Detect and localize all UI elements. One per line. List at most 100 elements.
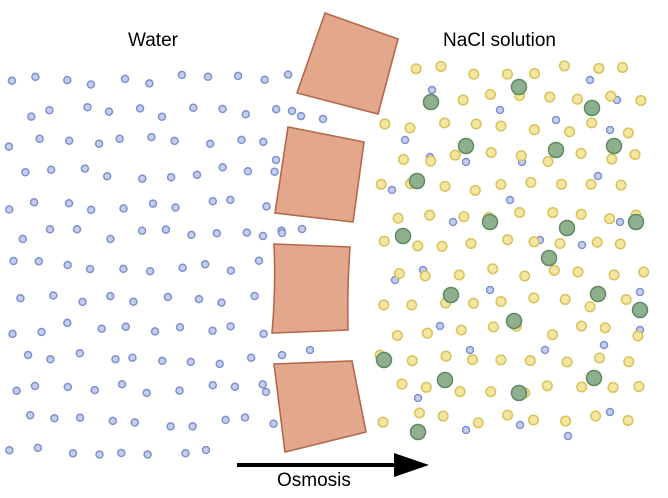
water-molecule: [143, 450, 152, 459]
water-molecule: [63, 75, 72, 85]
water-molecule: [50, 414, 59, 423]
water-molecule: [226, 322, 235, 331]
sodium-ion: [560, 415, 572, 427]
water-molecule: [64, 199, 74, 208]
water-molecule: [259, 329, 268, 339]
water-molecule: [121, 322, 131, 331]
sodium-ion: [392, 212, 404, 224]
water-molecule: [277, 228, 287, 238]
water-molecule: [605, 125, 615, 135]
water-molecule: [157, 356, 167, 366]
water-molecule: [271, 104, 281, 114]
water-molecule: [186, 357, 196, 367]
sodium-ion: [544, 91, 556, 103]
water-molecules: [4, 70, 645, 459]
sodium-ion: [515, 150, 527, 162]
water-molecule: [147, 132, 156, 142]
water-molecule: [7, 76, 17, 85]
sodium-ion: [487, 321, 499, 333]
sodium-ion: [502, 409, 514, 421]
sodium-ion: [495, 295, 507, 308]
chloride-ion: [558, 219, 576, 237]
water-molecule: [115, 134, 124, 143]
water-molecule: [5, 445, 14, 455]
water-molecule: [78, 297, 87, 307]
water-molecule: [27, 112, 36, 121]
water-molecule: [119, 204, 128, 213]
sodium-ion: [528, 124, 540, 136]
sodium-ion: [546, 329, 559, 341]
chloride-ion: [631, 301, 649, 319]
water-molecule: [240, 413, 250, 422]
water-molecule: [305, 345, 315, 355]
water-molecule: [218, 163, 227, 172]
water-molecule: [271, 155, 281, 165]
water-molecule: [297, 224, 307, 234]
sodium-ion: [576, 381, 588, 393]
water-molecule: [218, 104, 227, 114]
chloride-ion: [436, 371, 454, 389]
sodium-ion: [519, 270, 531, 282]
water-molecule: [117, 380, 127, 389]
water-molecule: [72, 225, 82, 234]
sodium-ion: [378, 299, 390, 311]
water-molecule: [33, 443, 43, 453]
sodium-ion: [586, 117, 598, 129]
sodium-ion: [614, 238, 626, 250]
sodium-ion: [437, 410, 449, 422]
nacl-solution-label: NaCl solution: [443, 30, 556, 51]
chloride-ion: [547, 141, 565, 159]
water-molecule: [170, 136, 179, 146]
sodium-ion: [424, 209, 436, 221]
water-molecule: [226, 266, 236, 275]
sodium-ion: [420, 381, 432, 393]
water-molecule: [29, 198, 39, 207]
water-molecule: [90, 385, 100, 395]
sodium-ion: [564, 126, 576, 138]
water-molecule: [35, 134, 44, 144]
sodium-ion: [605, 90, 617, 102]
water-molecule: [241, 110, 251, 119]
sodium-ion: [541, 380, 553, 392]
water-molecule: [495, 105, 505, 115]
chloride-ion: [605, 137, 623, 155]
sodium-ion: [608, 269, 620, 281]
water-molecule: [448, 217, 458, 227]
sodium-ion: [485, 147, 497, 159]
water-molecule: [585, 75, 595, 85]
sodium-ion: [458, 211, 470, 223]
sodium-ion: [393, 267, 405, 280]
chloride-ion: [510, 384, 528, 402]
water-molecule: [177, 70, 187, 80]
sodium-ion: [470, 118, 482, 130]
water-molecule: [68, 449, 78, 458]
water-molecule: [46, 165, 56, 175]
water-molecule: [63, 260, 72, 270]
water-molecule: [18, 234, 28, 244]
sodium-ion: [378, 235, 390, 247]
sodium-ion: [379, 118, 391, 130]
water-molecule: [145, 266, 155, 276]
water-molecule: [142, 388, 151, 398]
sodium-ion: [453, 269, 465, 281]
water-molecule: [80, 164, 90, 173]
water-molecule: [106, 234, 115, 244]
sodium-ion: [466, 354, 479, 366]
sodium-ion: [559, 293, 571, 305]
sodium-ion: [495, 178, 507, 191]
sodium-ion: [495, 120, 507, 132]
water-molecule: [86, 80, 96, 89]
water-molecule: [427, 85, 437, 95]
water-molecule: [201, 445, 211, 455]
chloride-ion: [627, 213, 645, 231]
sodium-ion: [502, 234, 514, 246]
water-molecule: [259, 137, 268, 147]
water-molecule: [208, 326, 217, 335]
sodium-ion: [440, 350, 452, 362]
sodium-ion: [524, 355, 536, 367]
water-molecule: [63, 382, 73, 392]
water-molecule: [137, 226, 147, 235]
water-molecule: [200, 260, 210, 269]
water-molecule: [163, 292, 173, 302]
